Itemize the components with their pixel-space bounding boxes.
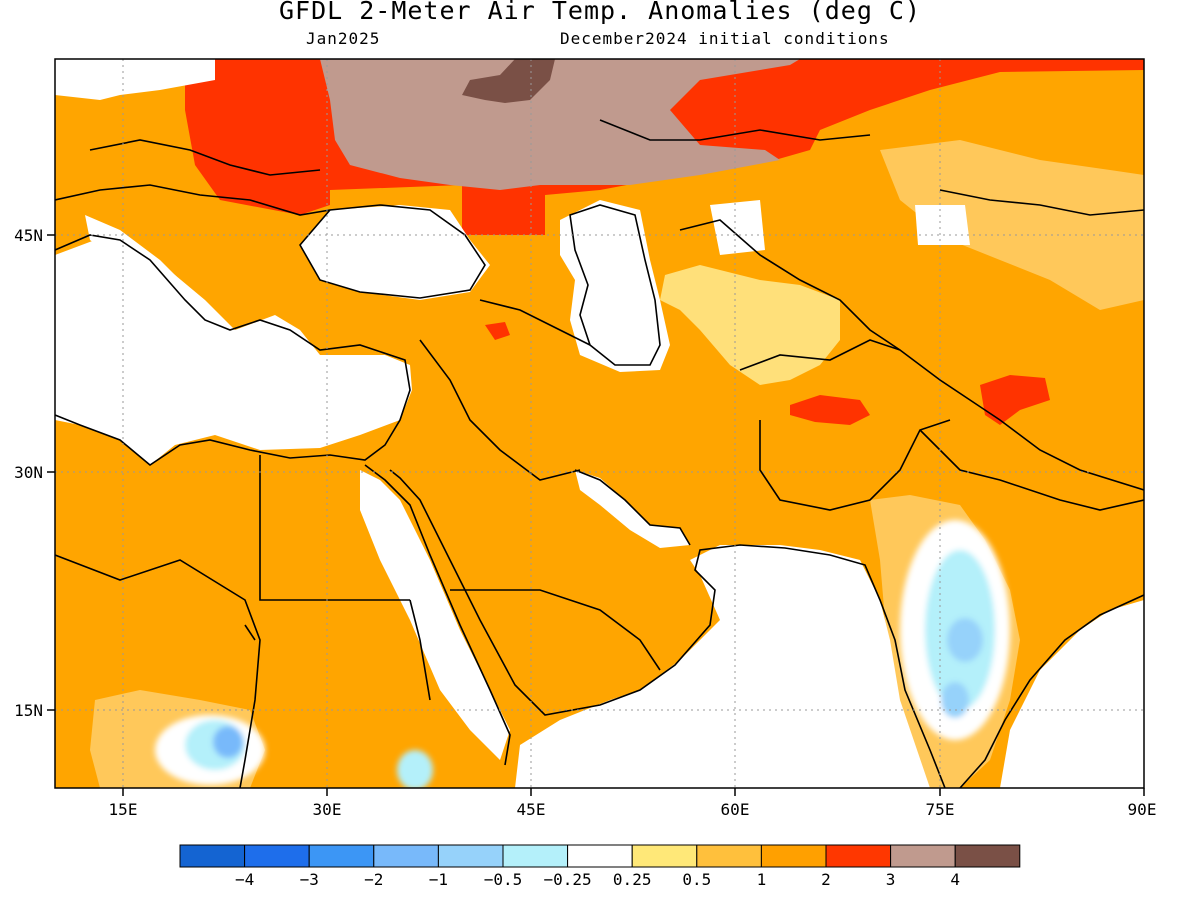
colorbar-label: −2: [364, 870, 383, 889]
field-red-turkey: [485, 322, 510, 340]
forecast-month: Jan2025: [306, 29, 381, 48]
colorbar-swatch: [373, 844, 439, 868]
field-red-north-east: [660, 59, 1144, 160]
colorbar-swatch: [760, 844, 827, 868]
colorbar-label: −0.25: [544, 870, 592, 889]
field-white-mediterranean: [55, 240, 412, 465]
colorbar-swatch: [179, 844, 246, 868]
lon-tick-label: 30E: [313, 800, 342, 819]
anomaly-field: [55, 59, 1144, 788]
field-white-aral: [710, 200, 765, 255]
colorbar-label: −0.5: [484, 870, 523, 889]
colorbar-label: 3: [886, 870, 896, 889]
colorbar-swatch: [696, 844, 762, 868]
field-white-europe-topleft: [55, 59, 215, 100]
colorbar-label: −3: [300, 870, 319, 889]
field-cool-africa-core: [213, 726, 243, 758]
plot-frame: [54, 58, 1145, 789]
colorbar-label: 0.5: [682, 870, 711, 889]
field-darkbrown: [462, 59, 555, 103]
colorbar-swatch: [244, 844, 310, 868]
lon-tick-label: 60E: [721, 800, 750, 819]
field-yellow-centralasia: [660, 265, 840, 385]
colorbar-swatch: [825, 844, 892, 868]
field-red-afghan: [790, 395, 870, 425]
field-cool-india-core2: [941, 682, 969, 718]
lon-tick-label: 90E: [1128, 800, 1157, 819]
colorbar-swatch: [567, 844, 633, 868]
field-white-balkhash: [915, 205, 970, 245]
field-white-redsea: [360, 470, 510, 760]
field-red-kashmir: [980, 375, 1050, 425]
field-brown-russia: [320, 59, 800, 190]
field-white-bayofbengal: [1000, 600, 1144, 788]
coastlines: [55, 119, 1144, 788]
field-cool-ethiopia: [397, 750, 433, 788]
colorbar-swatch: [437, 844, 504, 868]
colorbar-swatch: [631, 844, 698, 868]
lat-tick-label: 30N: [14, 463, 43, 482]
colorbar-swatch: [308, 844, 375, 868]
field-white-caspian: [560, 200, 670, 372]
colorbar: −4 −3 −2 −1 −0.5 −0.25 0.25 0.5 1 2 3 4: [179, 844, 1021, 889]
lon-tick-label: 15E: [109, 800, 138, 819]
colorbar-label: 0.25: [613, 870, 652, 889]
colorbar-label: −4: [235, 870, 254, 889]
colorbar-label: 2: [821, 870, 831, 889]
lat-tick-label: 45N: [14, 226, 43, 245]
lon-tick-label: 75E: [926, 800, 955, 819]
colorbar-label: −1: [429, 870, 448, 889]
colorbar-swatch: [502, 844, 569, 868]
field-cool-india-core1: [947, 618, 983, 662]
colorbar-swatch: [954, 844, 1021, 868]
initial-conditions: December2024 initial conditions: [560, 29, 890, 48]
colorbar-label: 4: [950, 870, 960, 889]
field-white-persiangulf: [575, 470, 690, 548]
lon-tick-label: 45E: [517, 800, 546, 819]
tick-marks: [47, 234, 1145, 796]
field-yellow-ne: [880, 140, 1144, 310]
colorbar-label: 1: [757, 870, 767, 889]
gridlines: [55, 59, 1144, 788]
colorbar-swatch: [890, 844, 956, 868]
map-title: GFDL 2-Meter Air Temp. Anomalies (deg C): [278, 0, 922, 25]
field-white-arabiansea: [515, 545, 930, 788]
field-white-blacksea: [300, 205, 490, 300]
lat-tick-label: 15N: [14, 701, 43, 720]
